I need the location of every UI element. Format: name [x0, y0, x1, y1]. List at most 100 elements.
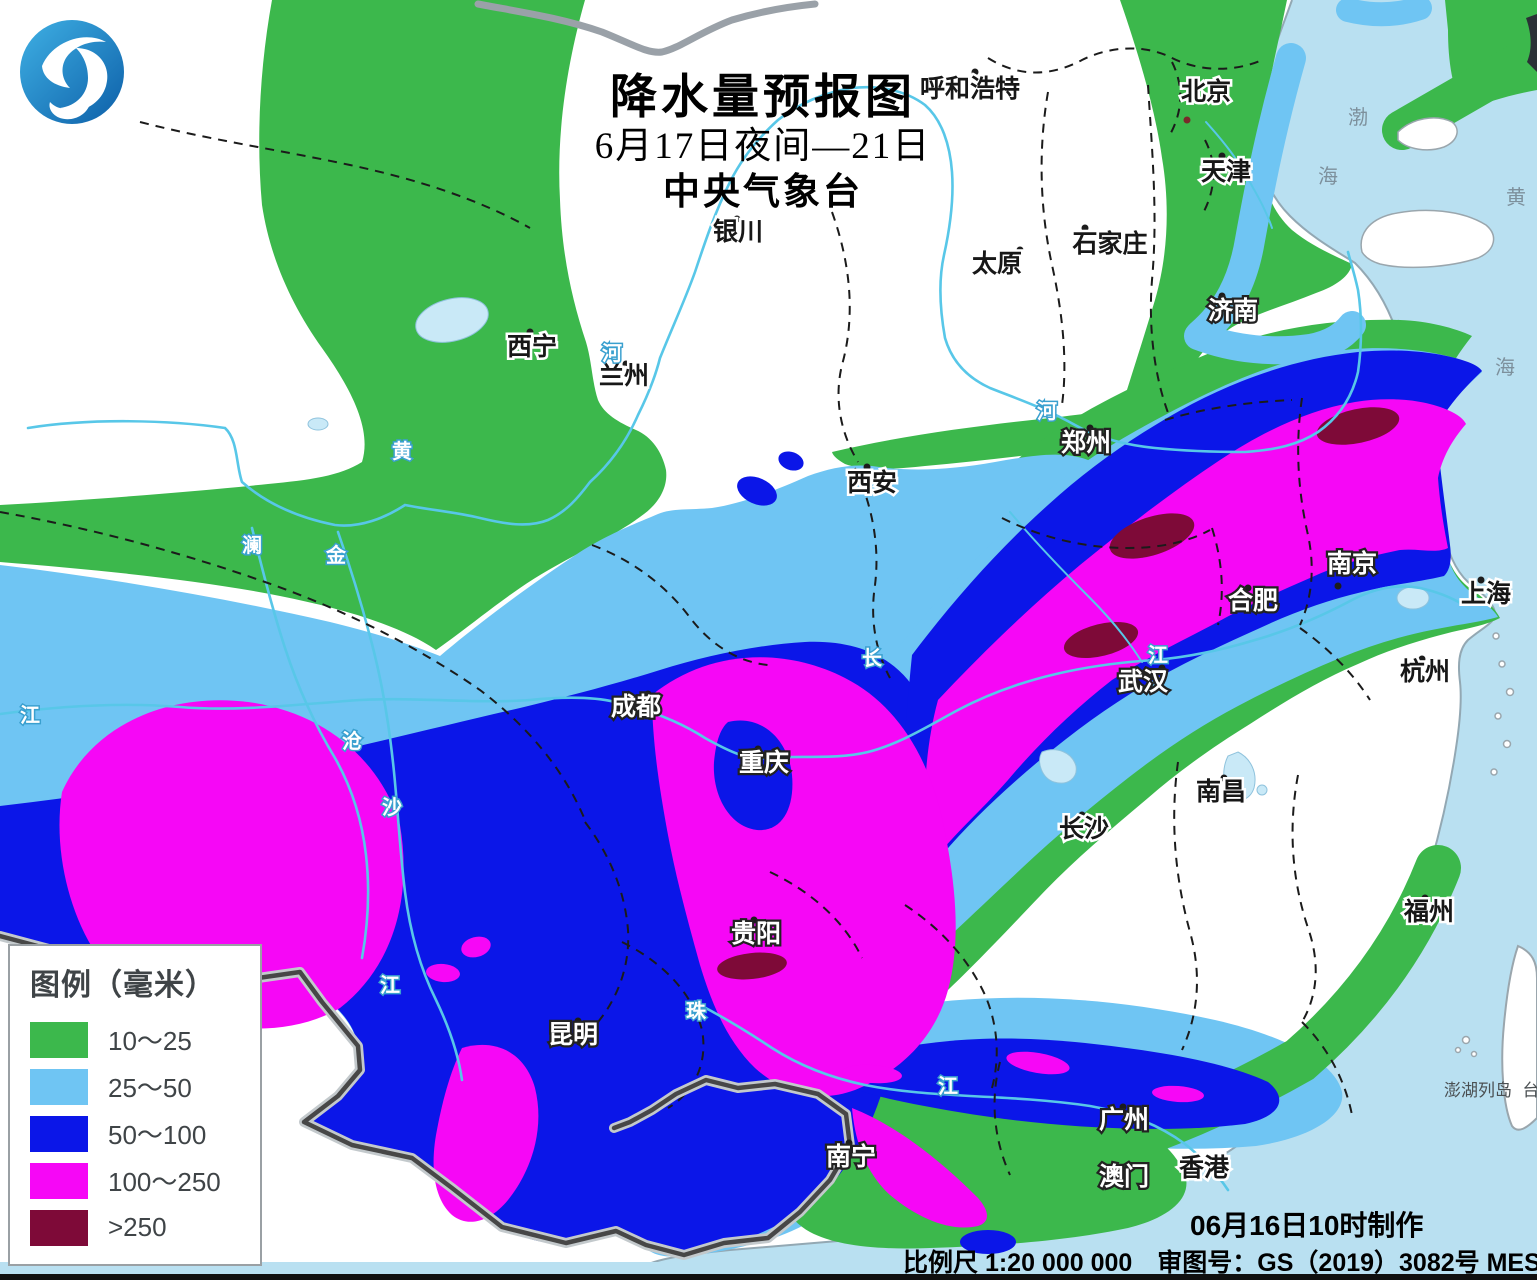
- border-hunan-jiangxi: [1173, 761, 1198, 1051]
- dongting-lake: [1039, 749, 1077, 784]
- yellow-river: [26, 85, 1363, 527]
- city-dot-nanjing: [1334, 582, 1342, 590]
- river-label-jiang-south: 江: [938, 1075, 958, 1098]
- city-label-hongkong: 香港: [1179, 1153, 1230, 1182]
- sea-label-huang: 黄: [1506, 186, 1526, 209]
- zhoushan-islet-2: [1498, 660, 1506, 668]
- sea-labels-layer: 渤 海 黄 海 澎湖列岛 台: [1318, 106, 1537, 1100]
- river-label-jin: 金: [325, 543, 347, 567]
- legend-swatch-green: [30, 1021, 88, 1058]
- city-label-zhengzhou: 郑州: [1061, 429, 1111, 457]
- city-label-nanjing: 南京: [1327, 549, 1377, 578]
- city-label-changsha: 长沙: [1059, 815, 1109, 843]
- river-label-chang: 长: [862, 647, 883, 670]
- city-dot-hohhot: [971, 68, 979, 76]
- city-label-hangzhou: 杭州: [1400, 657, 1450, 686]
- legend-row-25-50: 25～50: [30, 1063, 260, 1110]
- sea-label-hai-2: 海: [1495, 356, 1515, 379]
- city-label-chongqing: 重庆: [739, 748, 789, 777]
- border-beijing-area: [1167, 61, 1215, 216]
- city-label-guangzhou: 广州: [1099, 1105, 1149, 1134]
- penghu-islet-3: [1454, 1046, 1462, 1054]
- river-label-sha: 沙: [382, 796, 402, 819]
- city-dot-nanchang: [1220, 774, 1228, 782]
- city-label-hohhot: 呼和浩特: [920, 75, 1020, 103]
- city-dot-fuzhou: [1421, 894, 1429, 902]
- legend-label-10-25: 10～25: [108, 1026, 192, 1056]
- magenta-streak-3: [1152, 1085, 1204, 1103]
- logo-swirl-body: [60, 48, 108, 111]
- border-guangdong-guangxi: [993, 1061, 1011, 1176]
- magenta-spot-2: [426, 963, 460, 983]
- lancang-river: [250, 526, 370, 960]
- legend-row-10-25: 10～25: [30, 1016, 260, 1063]
- magenta-streak-2: [1006, 1051, 1070, 1075]
- border-anhui-zhejiang: [1299, 627, 1371, 701]
- made-at-caption: 06月16日10时制作: [1190, 1210, 1424, 1241]
- magenta-border-streak: [852, 1108, 987, 1228]
- river-label-lan: 澜: [242, 534, 262, 557]
- city-dot-xian: [863, 463, 871, 471]
- city-label-beijing: 北京: [1181, 77, 1231, 106]
- legend-row-50-100: 50～100: [30, 1110, 260, 1157]
- city-label-xining: 西宁: [507, 332, 557, 361]
- border-shanxi-east: [1147, 84, 1171, 419]
- border-shanxi-west: [1040, 91, 1066, 406]
- zhoushan-islet-3: [1505, 687, 1515, 697]
- city-label-nanchang: 南昌: [1196, 778, 1246, 806]
- city-dot-shijiazhuang: [1081, 224, 1089, 232]
- logo-swirl-top: [42, 37, 106, 88]
- border-shaanxi-north: [831, 211, 859, 463]
- city-label-guiyang: 贵阳: [731, 920, 781, 948]
- city-label-nanning: 南宁: [826, 1142, 876, 1171]
- city-label-kunming: 昆明: [548, 1021, 598, 1049]
- poyang-lake-2: [1256, 784, 1268, 796]
- city-label-wuhan: 武汉: [1118, 668, 1169, 696]
- blue-guangdong-oval: [822, 1038, 1280, 1129]
- bottom-black-bar: [0, 1274, 1537, 1280]
- map-agency: 中央气象台: [663, 172, 863, 213]
- poyang-lake: [1223, 751, 1256, 801]
- rivers-layer: [0, 85, 1464, 1192]
- border-gansu-nw: [139, 121, 531, 229]
- bottom-sea-strip: [0, 1262, 1537, 1276]
- city-dot-tianjin: [1218, 152, 1226, 160]
- southwest-border-line: [0, 933, 853, 1258]
- city-dot-yinchuan: [733, 215, 741, 223]
- green-northwest-region: [0, 0, 667, 650]
- zhoushan-islet-6: [1490, 768, 1498, 776]
- city-dot-chongqing: [754, 745, 762, 753]
- city-dot-beijing: [1183, 116, 1191, 124]
- jinsha-river: [336, 530, 464, 1082]
- blue-xian-spot-1: [737, 476, 777, 506]
- blue-coast-spot: [960, 1230, 1016, 1254]
- city-label-shijiazhuang: 石家庄: [1071, 229, 1147, 258]
- northeast-corner-border: [1526, 14, 1537, 72]
- city-dot-lanzhou: [622, 360, 630, 368]
- city-label-fuzhou: 福州: [1403, 898, 1454, 926]
- river-label-he-2: 河: [1037, 400, 1057, 423]
- legend-panel: 图例（毫米） 10～25 25～50 50～100 100～250 >250: [8, 944, 262, 1266]
- legend-label-gt-250: >250: [108, 1212, 167, 1242]
- city-dot-chengdu: [644, 690, 652, 698]
- border-shaanxi-gansu: [854, 467, 891, 679]
- city-dot-jinan: [1218, 292, 1226, 300]
- lightblue-bohai-stripe: [1185, 43, 1306, 350]
- sea-label-bo: 渤: [1348, 106, 1368, 129]
- liaodong-tip-island: [1397, 117, 1458, 151]
- han-river: [1009, 511, 1143, 663]
- border-henan-shandong: [1164, 399, 1293, 421]
- yangtze-river: [0, 585, 1464, 760]
- pearl-river: [698, 1003, 1230, 1192]
- small-lake: [307, 417, 329, 431]
- border-guizhou-hunan: [769, 871, 863, 959]
- lightblue-jinan-stripe: [1184, 311, 1366, 365]
- city-label-yinchuan: 银川: [713, 218, 763, 246]
- river-label-he-1: 河: [602, 342, 622, 365]
- qinghai-lake: [415, 297, 489, 343]
- city-label-macau: 澳门: [1099, 1162, 1149, 1191]
- magenta-streak-1: [842, 1064, 902, 1084]
- city-dot-wuhan: [1158, 664, 1166, 672]
